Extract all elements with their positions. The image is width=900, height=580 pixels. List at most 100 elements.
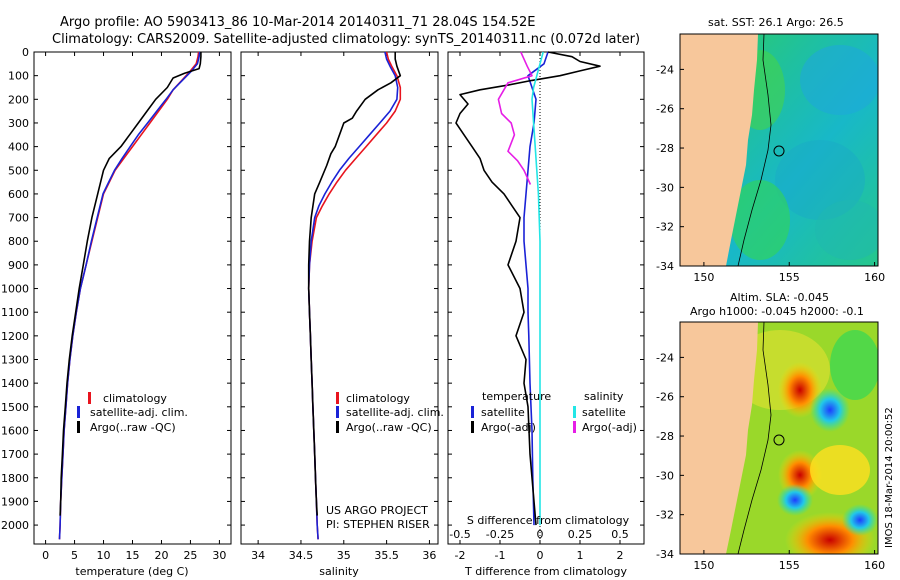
sst-map — [680, 34, 878, 266]
figure-title-line1: Argo profile: AO 5903413_86 10-Mar-2014 … — [60, 15, 536, 30]
legend-diff-sat-s: satellite — [582, 406, 626, 419]
sdiff-tick-label: 0 — [537, 528, 544, 541]
x-tick-label: 35.5 — [374, 549, 399, 562]
legend-sal-sat-swatch — [336, 406, 339, 418]
series-line — [523, 51, 549, 526]
lat-tick-label: -32 — [656, 509, 674, 522]
x-tick-label: 2 — [617, 549, 624, 562]
tdiff-xlabel: T difference from climatology — [464, 565, 627, 578]
x-tick-label: -1 — [495, 549, 506, 562]
legends: climatology satellite-adj. clim. Argo(..… — [77, 390, 637, 434]
x-tick-label: 34 — [251, 549, 265, 562]
legend-diff-argo-s: Argo(-adj) — [582, 421, 637, 434]
depth-tick-label: 100 — [8, 70, 29, 83]
depth-tick-label: 1500 — [1, 401, 29, 414]
x-tick-label: 10 — [97, 549, 111, 562]
project-annotation: US ARGO PROJECT — [326, 504, 428, 517]
series-line — [497, 51, 533, 185]
legend-sal-clim: climatology — [346, 392, 410, 405]
depth-tick-label: 1200 — [1, 330, 29, 343]
x-tick-label: 35 — [337, 549, 351, 562]
depth-tick-label: 300 — [8, 117, 29, 130]
x-tick-label: 20 — [154, 549, 168, 562]
x-tick-label: 0 — [42, 549, 49, 562]
map-ticks: -24 -26 -28 -30 -32 -34 150 155 160 -24 -26 -28 -30 -… — [656, 63, 885, 572]
pi-annotation: PI: STEPHEN RISER — [326, 518, 430, 531]
x-tick-label: -2 — [455, 549, 466, 562]
sdiff-tick-label: 0.25 — [568, 528, 593, 541]
series-line — [307, 51, 402, 540]
lon-tick-label: 155 — [779, 271, 800, 284]
sdiff-tick-label: -0.5 — [449, 528, 470, 541]
depth-tick-label: 0 — [22, 46, 29, 59]
legend-sal-clim-swatch — [336, 392, 339, 404]
sla-map — [680, 322, 878, 554]
lat-tick-label: -34 — [656, 548, 674, 561]
legend-temp-sat-swatch — [77, 406, 80, 418]
lat-tick-label: -32 — [656, 221, 674, 234]
lat-tick-label: -26 — [656, 103, 674, 116]
difference-panel: -2 -1 0 1 2 — [455, 51, 624, 562]
depth-tick-label: 600 — [8, 188, 29, 201]
depth-axis: 0 100 200 300 400 500 600 700 800 900 1000 1100 1200… — [1, 46, 644, 532]
legend-temp-argo-swatch — [77, 421, 80, 433]
salinity-panel-frame — [240, 51, 439, 545]
lon-tick-label: 150 — [693, 271, 714, 284]
lon-tick-label: 155 — [779, 559, 800, 572]
x-tick-label: 0 — [537, 549, 544, 562]
sdiff-tick-label: -0.25 — [486, 528, 514, 541]
legend-sal-argo-swatch — [336, 421, 339, 433]
legend-temp-clim: climatology — [103, 392, 167, 405]
sla-map-frame — [679, 321, 879, 555]
depth-tick-label: 1000 — [1, 283, 29, 296]
series-line — [307, 52, 402, 516]
legend-diff-temp-title: temperature — [482, 390, 551, 403]
legend-diff-argo-swatch — [471, 421, 474, 433]
legend-diff-sal-title: salinity — [584, 390, 624, 403]
depth-tick-label: 1100 — [1, 306, 29, 319]
lon-tick-label: 160 — [864, 271, 885, 284]
sla-isobath — [737, 322, 772, 554]
lat-tick-label: -24 — [656, 63, 674, 76]
legend-temp-clim-swatch — [88, 392, 91, 404]
legend-sal-argo: Argo(..raw -QC) — [346, 421, 432, 434]
lat-tick-label: -30 — [656, 469, 674, 482]
depth-tick-label: 1400 — [1, 377, 29, 390]
lat-tick-label: -26 — [656, 391, 674, 404]
depth-tick-label: 700 — [8, 212, 29, 225]
depth-tick-label: 900 — [8, 259, 29, 272]
sst-coast-land — [680, 34, 758, 266]
series-line — [59, 52, 202, 516]
sst-argo-position — [773, 145, 785, 157]
series-line — [58, 51, 201, 540]
depth-tick-label: 1800 — [1, 472, 29, 485]
sla-coast-land — [680, 322, 758, 554]
legend-diff-sat-s-swatch — [573, 406, 576, 418]
sla-argo-position — [773, 434, 785, 446]
lat-tick-label: -30 — [656, 181, 674, 194]
sdiff-tick-label: 0.5 — [611, 528, 629, 541]
lat-tick-label: -28 — [656, 430, 674, 443]
lon-tick-label: 150 — [693, 559, 714, 572]
sla-map-title2: Argo h1000: -0.045 h2000: -0.1 — [690, 305, 864, 318]
sdiff-ticks: -0.5 -0.25 0 0.25 0.5 — [449, 528, 628, 541]
x-tick-label: 15 — [126, 549, 140, 562]
depth-tick-label: 1700 — [1, 448, 29, 461]
x-tick-label: 36 — [422, 549, 436, 562]
series-line — [58, 51, 200, 540]
legend-temp-sat: satellite-adj. clim. — [90, 406, 188, 419]
temperature-xlabel: temperature (deg C) — [75, 565, 188, 578]
depth-tick-label: 2000 — [1, 519, 29, 532]
sst-map-frame — [679, 33, 879, 267]
x-tick-label: 34.5 — [289, 549, 314, 562]
series-line — [531, 51, 544, 526]
sla-map-title1: Altim. SLA: -0.045 — [730, 291, 829, 304]
x-tick-label: 30 — [212, 549, 226, 562]
sst-map-title: sat. SST: 26.1 Argo: 26.5 — [708, 16, 844, 29]
lon-tick-label: 160 — [864, 559, 885, 572]
series-line — [455, 51, 601, 526]
legend-diff-sat-swatch — [471, 406, 474, 418]
depth-tick-label: 1600 — [1, 424, 29, 437]
depth-tick-label: 200 — [8, 93, 29, 106]
